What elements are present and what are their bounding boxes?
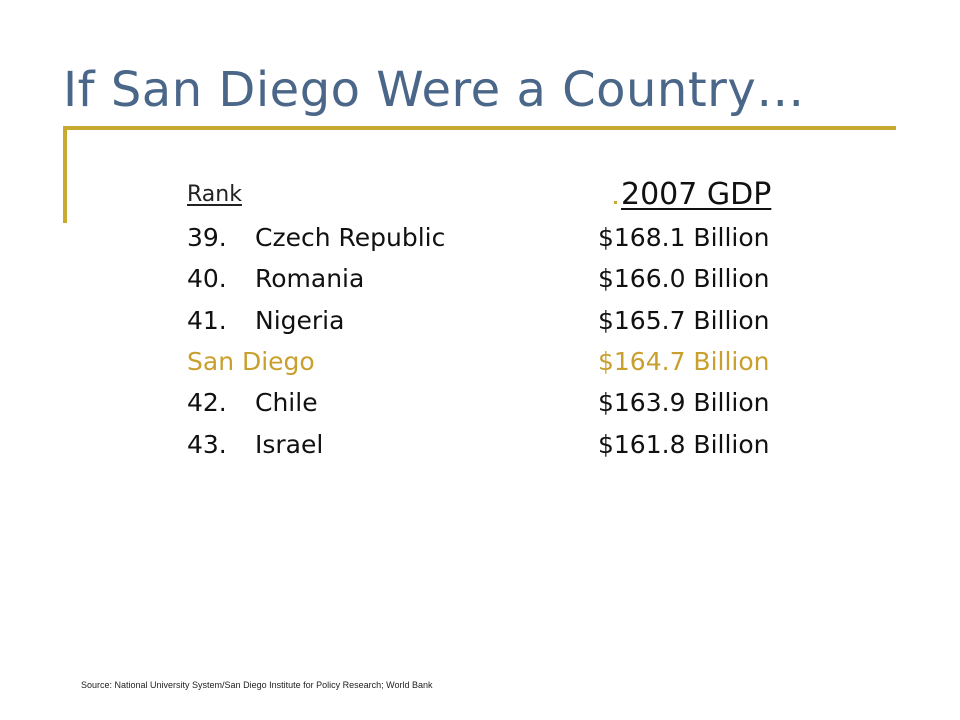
rank-number: 40. xyxy=(187,264,227,293)
gdp-value: $164.7 Billion xyxy=(598,347,770,376)
gdp-value: $163.9 Billion xyxy=(598,388,770,417)
source-note: Source: National University System/San D… xyxy=(81,680,433,690)
gdp-value: $166.0 Billion xyxy=(598,264,770,293)
rank-number: 41. xyxy=(187,306,227,335)
gdp-value: $161.8 Billion xyxy=(598,430,770,459)
gdp-marker-dot xyxy=(614,201,617,204)
slide-title: If San Diego Were a Country… xyxy=(63,62,805,118)
highlight-label: San Diego xyxy=(187,347,315,376)
table-row-highlight: San Diego $164.7 Billion xyxy=(0,347,960,387)
gdp-value: $168.1 Billion xyxy=(598,223,770,252)
country-name: Chile xyxy=(255,388,318,417)
table-row: 43. Israel $161.8 Billion xyxy=(0,430,960,470)
country-name: Israel xyxy=(255,430,324,459)
title-rule-horizontal xyxy=(63,126,896,130)
title-rule-vertical xyxy=(63,126,67,223)
gdp-column-header: 2007 GDP xyxy=(621,177,772,212)
gdp-value: $165.7 Billion xyxy=(598,306,770,335)
rank-number: 43. xyxy=(187,430,227,459)
country-name: Romania xyxy=(255,264,365,293)
table-row: 41. Nigeria $165.7 Billion xyxy=(0,306,960,346)
table-row: 40. Romania $166.0 Billion xyxy=(0,264,960,304)
rank-number: 42. xyxy=(187,388,227,417)
rank-number: 39. xyxy=(187,223,227,252)
country-name: Nigeria xyxy=(255,306,345,335)
rank-column-header: Rank xyxy=(187,182,242,207)
table-row: 42. Chile $163.9 Billion xyxy=(0,388,960,428)
country-name: Czech Republic xyxy=(255,223,446,252)
table-row: 39. Czech Republic $168.1 Billion xyxy=(0,223,960,263)
